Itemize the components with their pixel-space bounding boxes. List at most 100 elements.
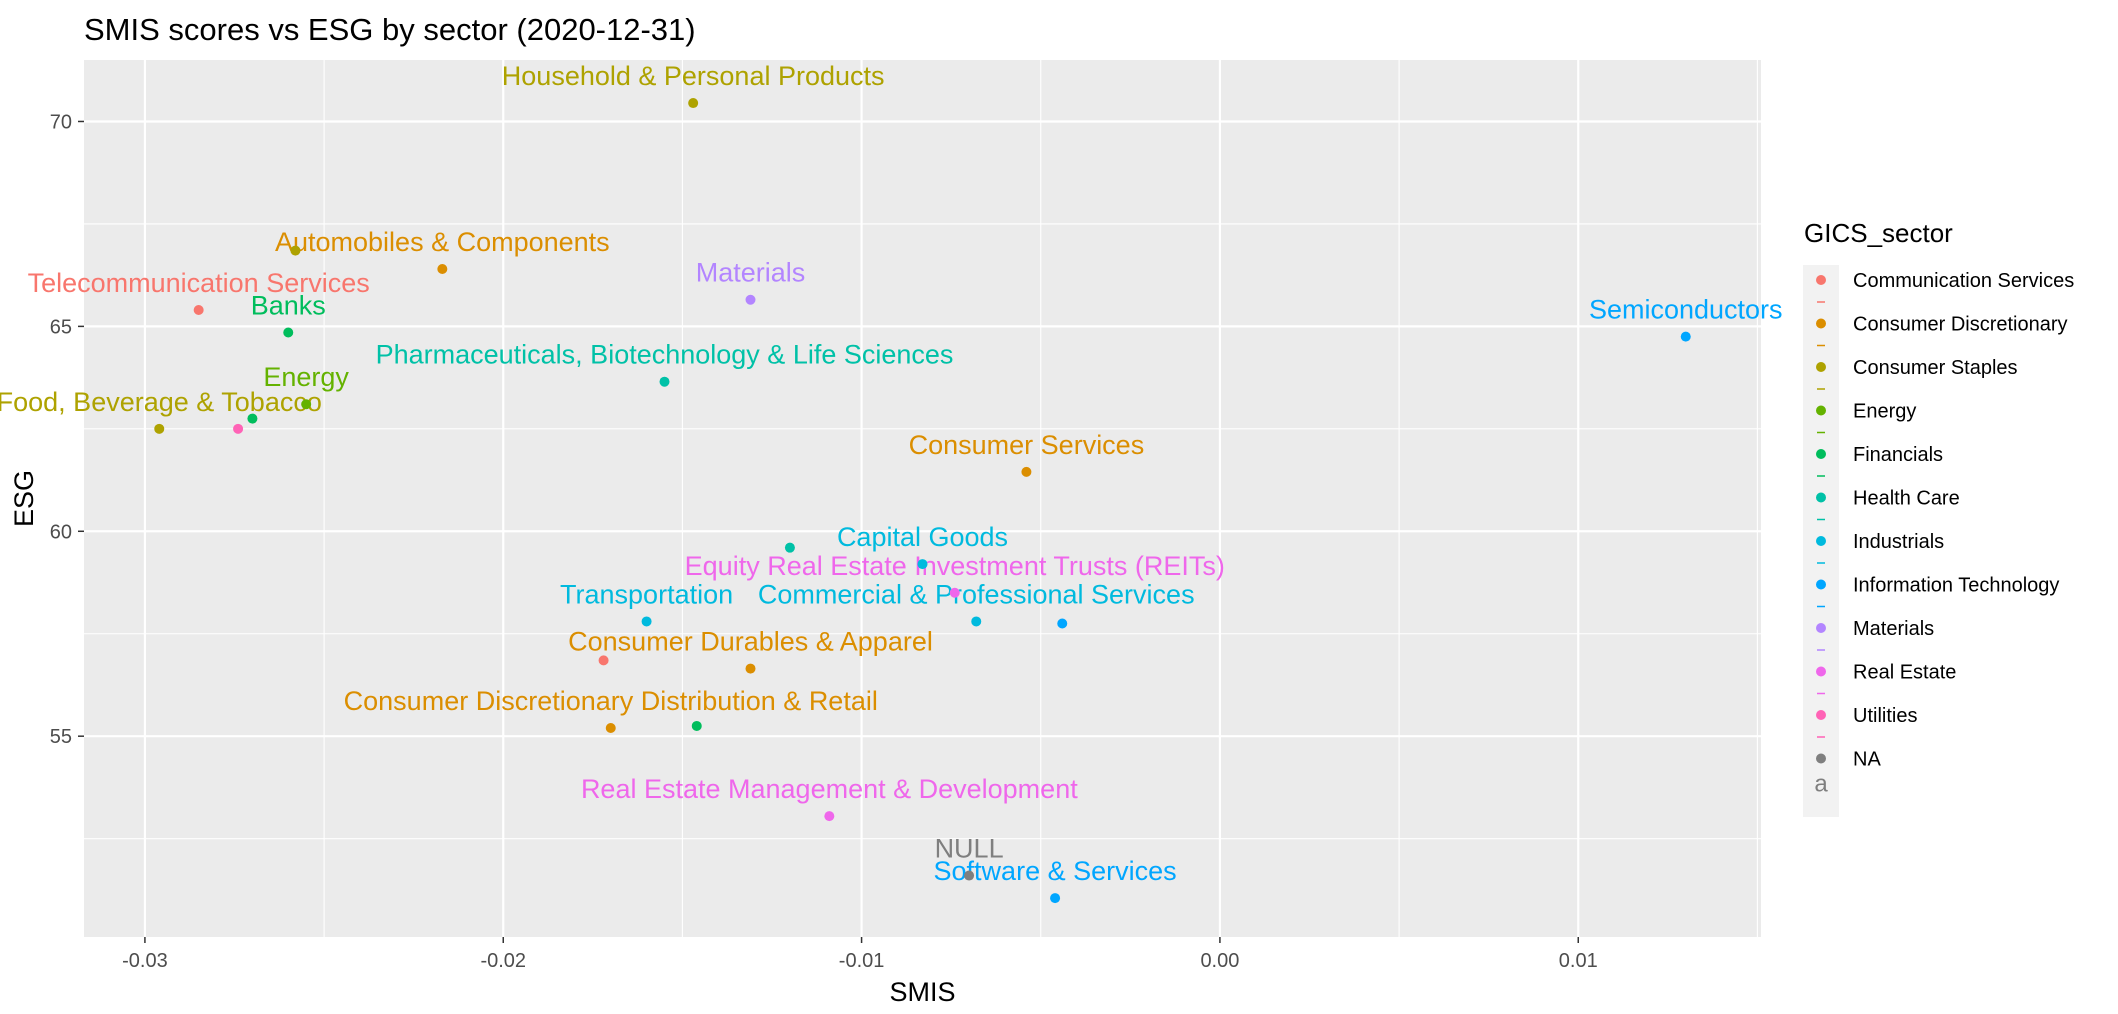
- point-label-banks: Banks: [251, 291, 326, 321]
- y-tick-label: 60: [50, 521, 72, 543]
- point-consumer-durables-apparel: [745, 663, 756, 674]
- point-transportation: [641, 616, 652, 627]
- x-axis: -0.03 -0.02 -0.01 0.00 0.01: [122, 937, 1598, 972]
- legend-label: Materials: [1853, 618, 1934, 640]
- point-energy: [301, 399, 312, 410]
- point-automobiles-components: [437, 264, 448, 275]
- legend-item-financials: Financials: [1816, 444, 1943, 477]
- grid-minor: [84, 60, 1761, 937]
- legend-title: GICS_sector: [1804, 218, 1953, 248]
- point-label-transportation: Transportation: [560, 579, 733, 609]
- legend-item-industrials: Industrials: [1816, 531, 1944, 564]
- point-label-pharmaceuticals-biotechnology-life-sciences: Pharmaceuticals, Biotechnology & Life Sc…: [376, 340, 954, 370]
- point-null: [964, 870, 975, 881]
- point-food-beverage-tobacco: [154, 423, 165, 434]
- point-label-commercial-professional-services: Commercial & Professional Services: [758, 579, 1195, 609]
- x-tick-label: 0.00: [1200, 950, 1239, 972]
- legend-item-consumer-staples: Consumer Staples: [1816, 357, 2018, 390]
- point-semiconductors: [1680, 331, 1691, 342]
- point-real-estate-management-development: [824, 811, 835, 822]
- point-labels: Telecommunication Services Automobiles & …: [0, 61, 1783, 886]
- legend-key-point: [1816, 275, 1826, 285]
- point-capital-goods: [917, 559, 928, 570]
- point-utilities: [233, 423, 244, 434]
- point-label-consumer-services: Consumer Services: [909, 430, 1145, 460]
- legend-item-health-care: Health Care: [1816, 488, 1960, 521]
- legend-label: Utilities: [1853, 705, 1917, 727]
- point-label-real-estate-management-development: Real Estate Management & Development: [581, 774, 1078, 804]
- legend-label: Energy: [1853, 401, 1916, 423]
- point-label-telecommunication-services: Telecommunication Services: [28, 268, 370, 298]
- legend-key-point: [1816, 666, 1826, 677]
- legend-key-point: [1816, 449, 1826, 459]
- point-household-personal-products: [688, 98, 699, 109]
- legend-key-point: [1816, 536, 1826, 546]
- point-consumer-discretionary-distribution-retail: [605, 722, 616, 733]
- point-label-equity-real-estate-investment-trusts-reits: Equity Real Estate Investment Trusts (RE…: [685, 551, 1225, 581]
- legend-entries: Communication Services Consumer Discretio…: [1814, 270, 2074, 798]
- legend-item-materials: Materials: [1816, 618, 1934, 651]
- point-financials: [691, 720, 702, 731]
- y-axis-title: ESG: [9, 470, 39, 527]
- legend-label: Health Care: [1853, 488, 1960, 510]
- legend-item-energy: Energy: [1816, 401, 1916, 434]
- point-communication-services: [598, 655, 609, 666]
- chart-title: SMIS scores vs ESG by sector (2020-12-31…: [84, 12, 696, 47]
- legend-label: NA: [1853, 749, 1881, 771]
- point-label-automobiles-components: Automobiles & Components: [275, 227, 610, 257]
- point-financials: [247, 413, 258, 424]
- point-label-software-services: Software & Services: [934, 856, 1177, 886]
- y-tick-label: 55: [50, 726, 72, 748]
- point-telecommunication-services: [193, 304, 204, 315]
- point-pharmaceuticals-biotechnology-life-sciences: [659, 376, 670, 387]
- legend-item-information-technology: Information Technology: [1816, 575, 2059, 608]
- legend-key-point: [1816, 623, 1826, 633]
- legend-key-letter: a: [1814, 771, 1828, 798]
- point-equity-real-estate-investment-trusts-reits: [949, 587, 960, 598]
- point-label-consumer-durables-apparel: Consumer Durables & Apparel: [568, 627, 933, 657]
- legend-label: Communication Services: [1853, 270, 2074, 292]
- point-health-care: [784, 542, 795, 553]
- point-label-consumer-discretionary-distribution-retail: Consumer Discretionary Distribution & Re…: [344, 686, 878, 716]
- point-label-capital-goods: Capital Goods: [837, 522, 1008, 552]
- legend: GICS_sector Communication Services Consum…: [1803, 218, 2074, 817]
- x-tick-label: -0.02: [480, 950, 526, 972]
- point-label-materials: Materials: [696, 258, 806, 288]
- y-axis: 55 60 65 70: [50, 111, 84, 748]
- point-consumer-services: [1021, 466, 1032, 477]
- legend-key-point: [1816, 362, 1826, 372]
- y-tick-label: 70: [50, 111, 72, 133]
- x-tick-label: -0.01: [839, 950, 885, 972]
- legend-key-point: [1816, 579, 1826, 590]
- legend-item-real-estate: Real Estate: [1816, 662, 1956, 695]
- legend-item-consumer-discretionary: Consumer Discretionary: [1816, 314, 2068, 347]
- point-consumer-staples: [290, 245, 301, 256]
- point-materials: [745, 294, 756, 305]
- legend-item-na: NA: [1816, 749, 1881, 771]
- point-banks: [283, 327, 294, 338]
- legend-item-communication-services: Communication Services: [1816, 270, 2074, 303]
- point-software-services: [1050, 893, 1061, 904]
- legend-item-utilities: Utilities: [1816, 705, 1917, 738]
- legend-key-point: [1816, 492, 1826, 503]
- point-label-null: NULL: [935, 834, 1004, 864]
- data-points: [154, 98, 1691, 904]
- legend-label: Information Technology: [1853, 575, 2059, 597]
- point-commercial-professional-services: [971, 616, 982, 627]
- x-tick-label: -0.03: [122, 950, 168, 972]
- y-tick-label: 65: [50, 316, 72, 338]
- legend-label: Financials: [1853, 444, 1943, 466]
- x-axis-title: SMIS: [889, 977, 955, 1007]
- point-label-energy: Energy: [263, 362, 349, 392]
- legend-label: Industrials: [1853, 531, 1944, 553]
- legend-key-point: [1816, 753, 1826, 764]
- plot-panel: [84, 60, 1761, 937]
- legend-label: Consumer Discretionary: [1853, 314, 2068, 336]
- point-label-household-personal-products: Household & Personal Products: [502, 61, 885, 91]
- legend-label: Real Estate: [1853, 662, 1956, 684]
- legend-key-point: [1816, 710, 1826, 720]
- point-label-food-beverage-tobacco: Food, Beverage & Tobacco: [0, 387, 322, 417]
- point-information-technology: [1057, 618, 1068, 629]
